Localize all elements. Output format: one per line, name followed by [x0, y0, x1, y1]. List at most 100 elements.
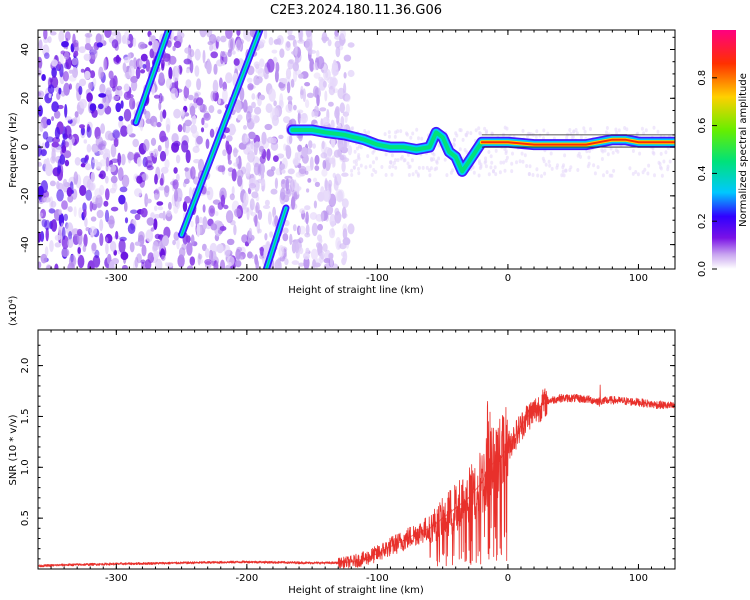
noise-blob [134, 256, 139, 268]
noise-blob [161, 254, 166, 261]
noise-blob [227, 167, 234, 172]
noise-blob [518, 159, 522, 164]
noise-blob [273, 155, 279, 163]
noise-blob [153, 121, 157, 128]
noise-blob [120, 100, 124, 109]
noise-blob [235, 260, 242, 268]
noise-blob [243, 30, 249, 40]
noise-blob [277, 38, 282, 45]
noise-blob [84, 217, 88, 228]
noise-blob [543, 171, 547, 176]
noise-blob [177, 254, 185, 268]
y-tick-label: 0 [20, 144, 31, 150]
noise-blob [313, 200, 317, 209]
noise-blob [357, 171, 361, 176]
noise-blob [658, 162, 662, 166]
noise-blob [314, 105, 319, 117]
noise-blob [225, 210, 234, 224]
noise-blob [56, 181, 60, 190]
noise-blob [94, 188, 102, 198]
noise-blob [435, 166, 439, 171]
noise-blob [149, 48, 155, 59]
noise-blob [565, 135, 569, 140]
noise-blob [38, 144, 42, 157]
noise-blob [246, 111, 252, 123]
noise-blob [74, 111, 79, 118]
noise-blob [84, 155, 89, 164]
noise-blob [68, 133, 73, 140]
noise-blob [241, 234, 249, 244]
noise-blob [246, 77, 253, 84]
noise-blob [592, 163, 596, 168]
noise-blob [334, 211, 342, 224]
noise-blob [63, 213, 68, 222]
noise-blob [263, 30, 268, 40]
noise-blob [307, 178, 312, 183]
noise-blob [71, 58, 78, 66]
noise-blob [484, 156, 487, 161]
noise-blob [561, 165, 565, 170]
colorbar-tick-label: 0.8 [697, 70, 708, 86]
noise-blob [406, 152, 410, 157]
noise-blob [153, 94, 161, 99]
noise-blob [43, 196, 51, 203]
noise-blob [270, 188, 278, 195]
x-tick-label: 100 [629, 273, 648, 284]
noise-blob [185, 149, 191, 164]
noise-blob [105, 156, 110, 168]
noise-blob [120, 125, 128, 137]
noise-blob [568, 168, 572, 172]
noise-blob [45, 227, 49, 242]
noise-blob [152, 240, 159, 252]
noise-blob [417, 165, 421, 170]
noise-blob [168, 201, 172, 210]
snr-y-multiplier: (x10⁴) [8, 295, 19, 326]
noise-blob [108, 164, 117, 173]
noise-blob [359, 145, 363, 150]
snr-point [350, 561, 352, 563]
noise-blob [89, 103, 97, 112]
noise-blob [129, 242, 135, 253]
noise-blob [229, 193, 235, 201]
noise-blob [228, 37, 236, 52]
noise-blob [304, 170, 309, 175]
noise-blob [305, 247, 310, 253]
noise-blob [328, 179, 333, 188]
snr-point [500, 456, 502, 458]
noise-blob [134, 188, 142, 197]
noise-blob [641, 170, 645, 175]
noise-blob [483, 160, 487, 165]
noise-blob [154, 173, 158, 185]
noise-blob [162, 109, 167, 119]
noise-blob [226, 238, 235, 246]
noise-blob [220, 194, 226, 207]
noise-blob [564, 168, 568, 173]
noise-blob [205, 248, 210, 258]
noise-blob [483, 126, 487, 131]
noise-blob [343, 54, 352, 62]
noise-blob [162, 235, 169, 247]
noise-blob [266, 148, 271, 161]
noise-blob [184, 167, 189, 172]
noise-blob [603, 148, 607, 153]
noise-blob [642, 131, 646, 136]
snr-point [507, 446, 509, 448]
noise-blob [236, 37, 242, 51]
noise-blob [478, 166, 482, 170]
noise-blob [154, 192, 159, 201]
snr-point [455, 507, 457, 509]
noise-blob [330, 119, 335, 131]
noise-blob [576, 168, 580, 172]
noise-blob [568, 128, 572, 132]
noise-blob [396, 158, 400, 163]
noise-blob [154, 205, 158, 212]
noise-blob [140, 207, 148, 218]
noise-blob [316, 56, 325, 70]
noise-blob [336, 190, 344, 203]
noise-blob [328, 101, 334, 107]
noise-blob [85, 227, 90, 232]
noise-blob [158, 72, 165, 83]
noise-blob [388, 165, 392, 170]
noise-blob [78, 46, 86, 54]
